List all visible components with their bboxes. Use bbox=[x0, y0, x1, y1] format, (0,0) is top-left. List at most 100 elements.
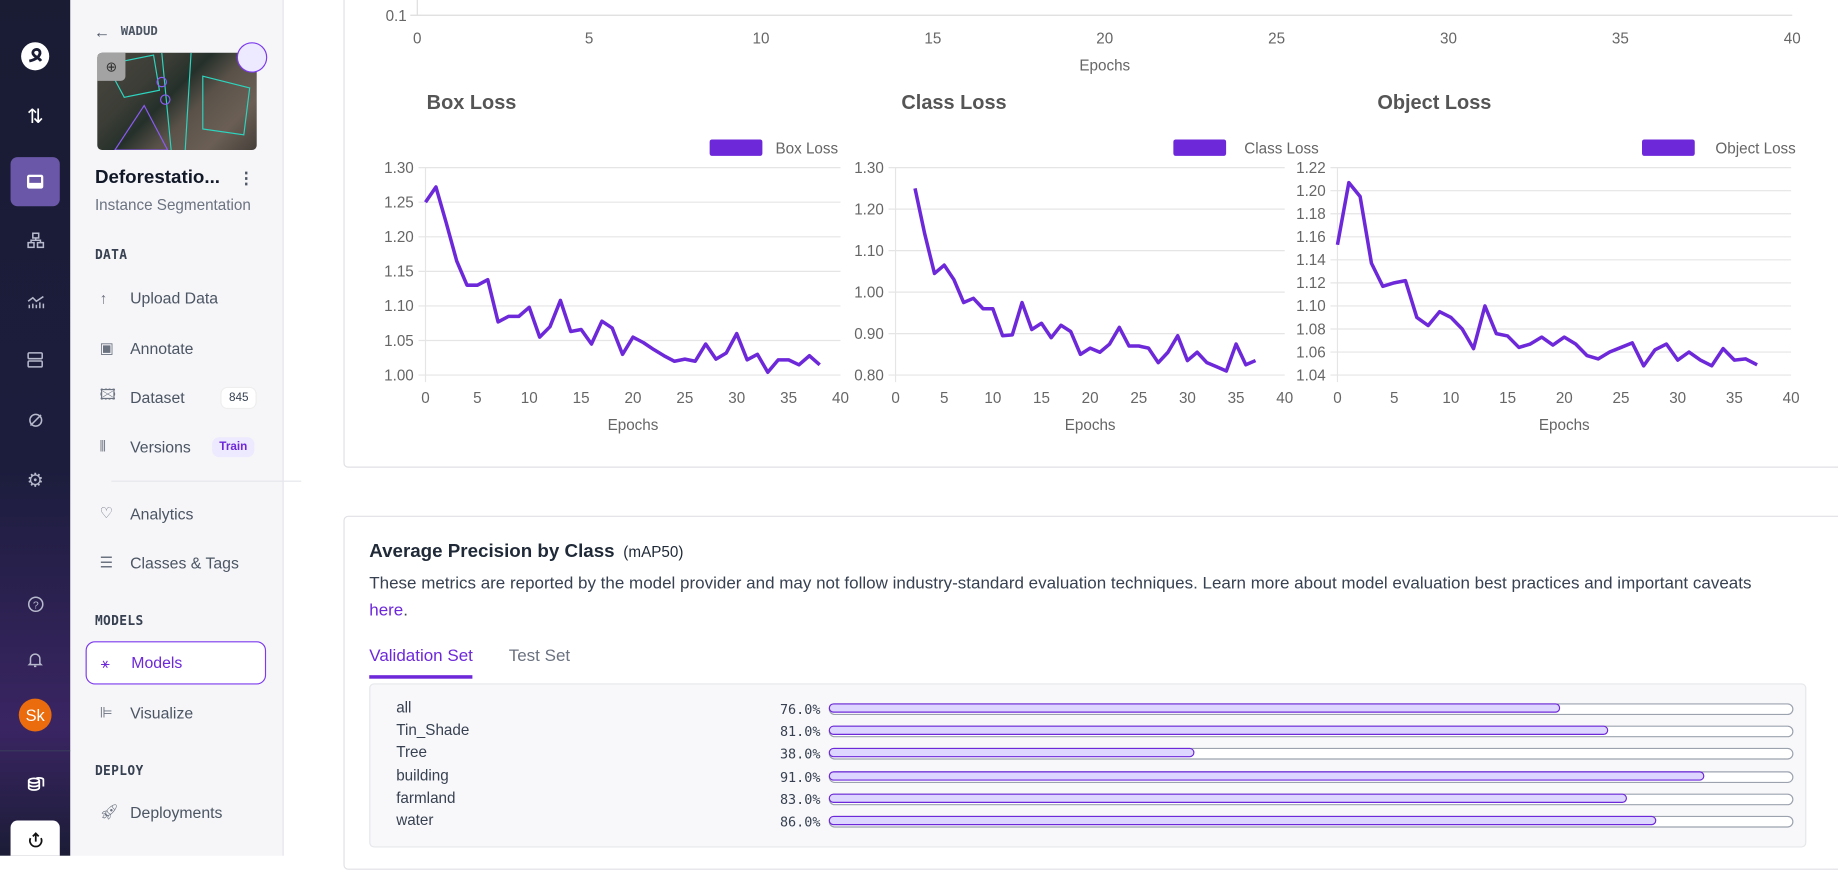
caveats-link[interactable]: here bbox=[369, 601, 404, 621]
ap-bar-fill bbox=[828, 793, 1628, 803]
dataset-count-badge: 845 bbox=[220, 386, 257, 409]
sort-arrows-icon[interactable]: ⇅ bbox=[26, 105, 44, 128]
upload-button[interactable] bbox=[10, 820, 60, 856]
label: Annotate bbox=[130, 339, 194, 357]
x-axis-title: Epochs bbox=[1079, 57, 1130, 74]
section-deploy: DEPLOY bbox=[94, 763, 144, 779]
gear-icon[interactable]: ⚙ bbox=[26, 471, 44, 492]
legend-label: Object Loss bbox=[1715, 141, 1796, 158]
ap-value: 76.0% bbox=[779, 700, 821, 718]
y-tick-label: 0.90 bbox=[854, 326, 884, 343]
annotate-icon: ▣ bbox=[99, 338, 115, 357]
workspace-link[interactable]: WADUD bbox=[120, 24, 158, 39]
x-tick-label: 20 bbox=[1556, 390, 1573, 407]
label: Deployments bbox=[130, 803, 223, 822]
training-graphs-card bbox=[343, 0, 1838, 468]
list-numbered-icon: ☰ bbox=[99, 553, 114, 571]
project-status-dot bbox=[236, 42, 268, 73]
class-label: all bbox=[396, 698, 412, 717]
y-tick-label: 1.05 bbox=[384, 333, 414, 350]
tab-validation-set[interactable]: Validation Set bbox=[369, 647, 473, 679]
class-label: water bbox=[396, 811, 434, 829]
train-badge[interactable]: Train bbox=[212, 436, 255, 457]
loss-charts: 1.00 1.05 1.10 1.15 1.20 1.25 1.30 0 5 10 15 20 25 30… bbox=[384, 139, 1800, 434]
database-stack-icon[interactable] bbox=[11, 758, 60, 807]
x-tick-label: 20 bbox=[1096, 30, 1113, 47]
label: Upload Data bbox=[130, 288, 219, 307]
y-tick-label: 1.04 bbox=[1296, 367, 1326, 384]
server-icon[interactable] bbox=[11, 335, 60, 384]
ap-row: water 86.0% bbox=[396, 811, 1803, 832]
y-tick-label: 1.30 bbox=[384, 160, 414, 177]
ap-value: 38.0% bbox=[779, 745, 821, 763]
sidebar-item-classes-tags[interactable]: ☰ Classes & Tags bbox=[86, 543, 267, 583]
x-tick-label: 10 bbox=[521, 390, 538, 407]
bell-icon[interactable] bbox=[11, 634, 60, 683]
project-name: Deforestatio... bbox=[94, 167, 221, 188]
sidebar-item-deployments[interactable]: 🚀︎ Deployments bbox=[86, 792, 267, 832]
ap-bar bbox=[828, 725, 1794, 738]
x-tick-label: 35 bbox=[1612, 30, 1629, 47]
y-tick-label: 1.20 bbox=[384, 229, 414, 246]
more-options-icon[interactable]: ⋮ bbox=[237, 168, 255, 188]
y-tick-label: 1.00 bbox=[854, 284, 884, 301]
y-tick-label: 1.20 bbox=[1296, 183, 1326, 200]
x-tick-label: 10 bbox=[1442, 390, 1459, 407]
legend-label: Box Loss bbox=[776, 141, 839, 158]
ap-bar-fill bbox=[828, 725, 1609, 736]
x-tick-label: 40 bbox=[1783, 390, 1800, 407]
y-tick-label: 1.16 bbox=[1296, 229, 1326, 246]
x-tick-label: 5 bbox=[940, 390, 948, 407]
x-tick-label: 0 bbox=[421, 390, 429, 407]
image-icon: 🖾 bbox=[99, 385, 117, 404]
y-tick-label: 1.22 bbox=[1296, 160, 1326, 177]
x-tick-label: 0 bbox=[413, 30, 421, 47]
ap-bar bbox=[828, 703, 1794, 716]
x-tick-label: 5 bbox=[1390, 390, 1398, 407]
avatar[interactable]: Sk bbox=[18, 698, 52, 732]
x-axis-title: Epochs bbox=[1065, 417, 1116, 434]
sidebar-item-visualize[interactable]: ⊫ Visualize bbox=[86, 693, 267, 733]
x-tick-label: 35 bbox=[1228, 390, 1245, 407]
tab-test-set[interactable]: Test Set bbox=[508, 647, 571, 666]
project-thumbnail[interactable]: ⊕ bbox=[97, 52, 257, 151]
y-tick-label: 1.14 bbox=[1296, 252, 1326, 269]
ap-bar-fill bbox=[828, 770, 1705, 781]
divider bbox=[111, 480, 302, 482]
analytics-chart-icon[interactable] bbox=[11, 277, 60, 326]
y-tick-label: 1.20 bbox=[854, 201, 884, 218]
sidebar-item-versions[interactable]: ⫴ Versions Train bbox=[86, 427, 267, 467]
legend-swatch bbox=[1173, 139, 1227, 156]
x-axis-title: Epochs bbox=[608, 417, 659, 434]
class-label: Tree bbox=[396, 743, 427, 762]
ap-title-text: Average Precision by Class bbox=[369, 541, 615, 562]
y-tick-label: 1.08 bbox=[1296, 321, 1326, 338]
sidebar-item-models[interactable]: ⚹ Models bbox=[85, 641, 267, 685]
x-tick-label: 30 bbox=[1669, 390, 1686, 407]
period: . bbox=[403, 601, 408, 621]
workflow-icon[interactable] bbox=[11, 216, 60, 265]
label: Classes & Tags bbox=[130, 553, 239, 572]
sidebar-item-analytics[interactable]: ♡ Analytics bbox=[86, 493, 267, 533]
y-tick-label: 1.25 bbox=[384, 194, 414, 211]
help-icon[interactable]: ? bbox=[11, 579, 60, 628]
legend-swatch bbox=[709, 139, 763, 156]
y-tick-label: 0.1 bbox=[386, 8, 407, 25]
project-type: Instance Segmentation bbox=[94, 195, 251, 214]
ap-bar bbox=[828, 793, 1794, 806]
sidebar-item-upload-data[interactable]: ↑ Upload Data bbox=[86, 278, 267, 318]
back-arrow-icon[interactable]: ← bbox=[93, 22, 111, 42]
compass-icon[interactable] bbox=[11, 395, 60, 444]
x-tick-label: 25 bbox=[1613, 390, 1630, 407]
y-tick-label: 1.15 bbox=[384, 264, 414, 281]
svg-text:?: ? bbox=[32, 599, 38, 611]
ap-bar-fill bbox=[828, 703, 1561, 713]
sidebar-item-dataset[interactable]: 🖾 Dataset 845 bbox=[86, 377, 267, 417]
label: Analytics bbox=[130, 504, 194, 523]
sidebar-item-annotate[interactable]: ▣ Annotate bbox=[86, 328, 267, 368]
series-line bbox=[913, 188, 1257, 373]
y-tick-label: 1.10 bbox=[854, 243, 884, 260]
x-tick-label: 20 bbox=[625, 390, 642, 407]
inbox-icon[interactable] bbox=[10, 157, 60, 207]
roboflow-logo-icon[interactable] bbox=[11, 32, 60, 81]
